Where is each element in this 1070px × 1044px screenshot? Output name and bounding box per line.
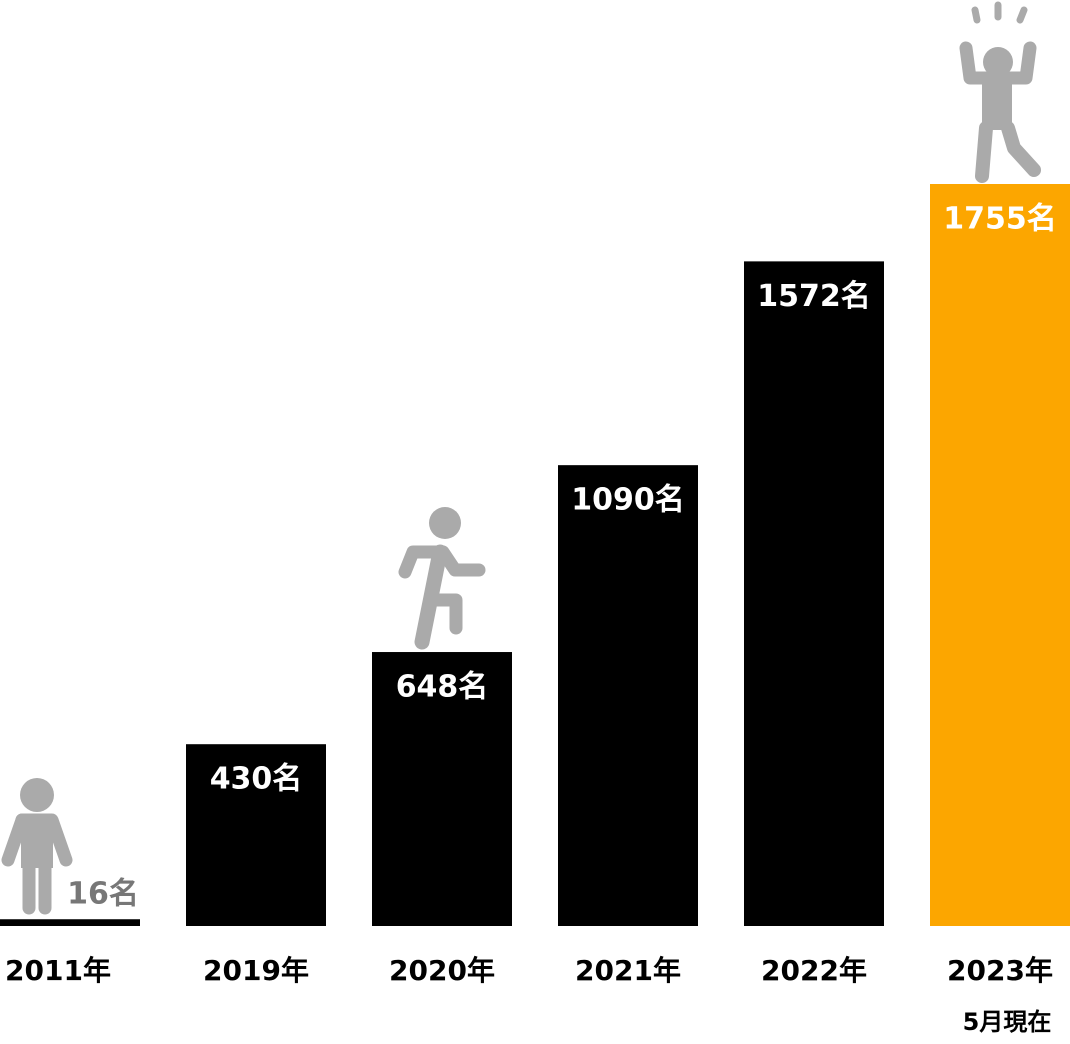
bar [0, 919, 140, 926]
standing-figure [1, 778, 73, 915]
x-tick-label: 2021年 [575, 954, 681, 987]
value-label: 1572名 [757, 279, 871, 314]
x-tick-label: 2019年 [203, 954, 309, 987]
value-label: 1090名 [571, 483, 685, 518]
x-tick-sublabel: 5月現在 [963, 1008, 1052, 1036]
cheering-figure [959, 1, 1041, 183]
bar [558, 465, 698, 926]
x-tick-label: 2020年 [389, 954, 495, 987]
x-tick-label: 2011年 [5, 954, 111, 987]
bar [372, 652, 512, 926]
value-label: 430名 [210, 762, 303, 797]
x-tick-label: 2023年 [947, 954, 1053, 987]
walking-figure [398, 507, 486, 650]
bar [186, 744, 326, 926]
value-label: 648名 [396, 670, 489, 705]
value-label: 1755名 [943, 202, 1057, 237]
value-label: 16名 [67, 877, 139, 912]
bar [930, 184, 1070, 926]
bar [744, 261, 884, 926]
x-tick-label: 2022年 [761, 954, 867, 987]
